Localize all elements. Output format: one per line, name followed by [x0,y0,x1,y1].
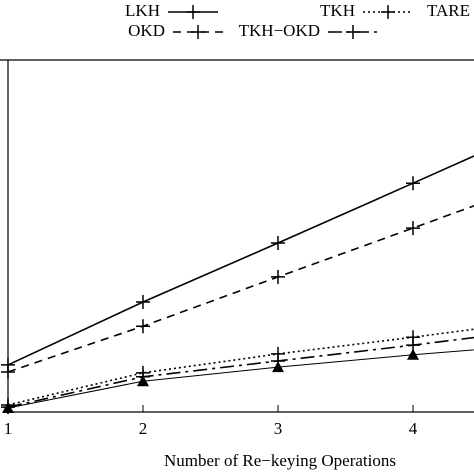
x-tick-label: 2 [139,419,148,438]
series-line [7,204,474,373]
marker [406,176,420,191]
marker [1,400,15,415]
marker [136,369,150,384]
marker [191,25,205,39]
marker [136,295,150,309]
legend-label: OKD [128,21,165,40]
marker [186,5,200,19]
legend-label: TKH [320,1,355,20]
legend-label: TARE [427,1,470,20]
x-tick-label: 3 [274,419,283,438]
marker [271,269,285,284]
series-line [7,336,474,408]
x-axis-label: Number of Re−keying Operations [164,451,396,470]
marker [346,25,360,39]
marker [271,353,285,368]
marker [271,236,285,251]
series-line [7,155,474,366]
x-tick-label: 4 [409,419,418,438]
marker [407,348,419,360]
marker [406,221,420,236]
legend-label: LKH [125,1,160,20]
marker [1,364,15,379]
x-tick-label: 1 [4,419,13,438]
marker [381,5,395,19]
marker [136,319,150,334]
legend-label: TKH−OKD [239,21,320,40]
series-line [7,349,474,409]
marker [406,338,420,353]
